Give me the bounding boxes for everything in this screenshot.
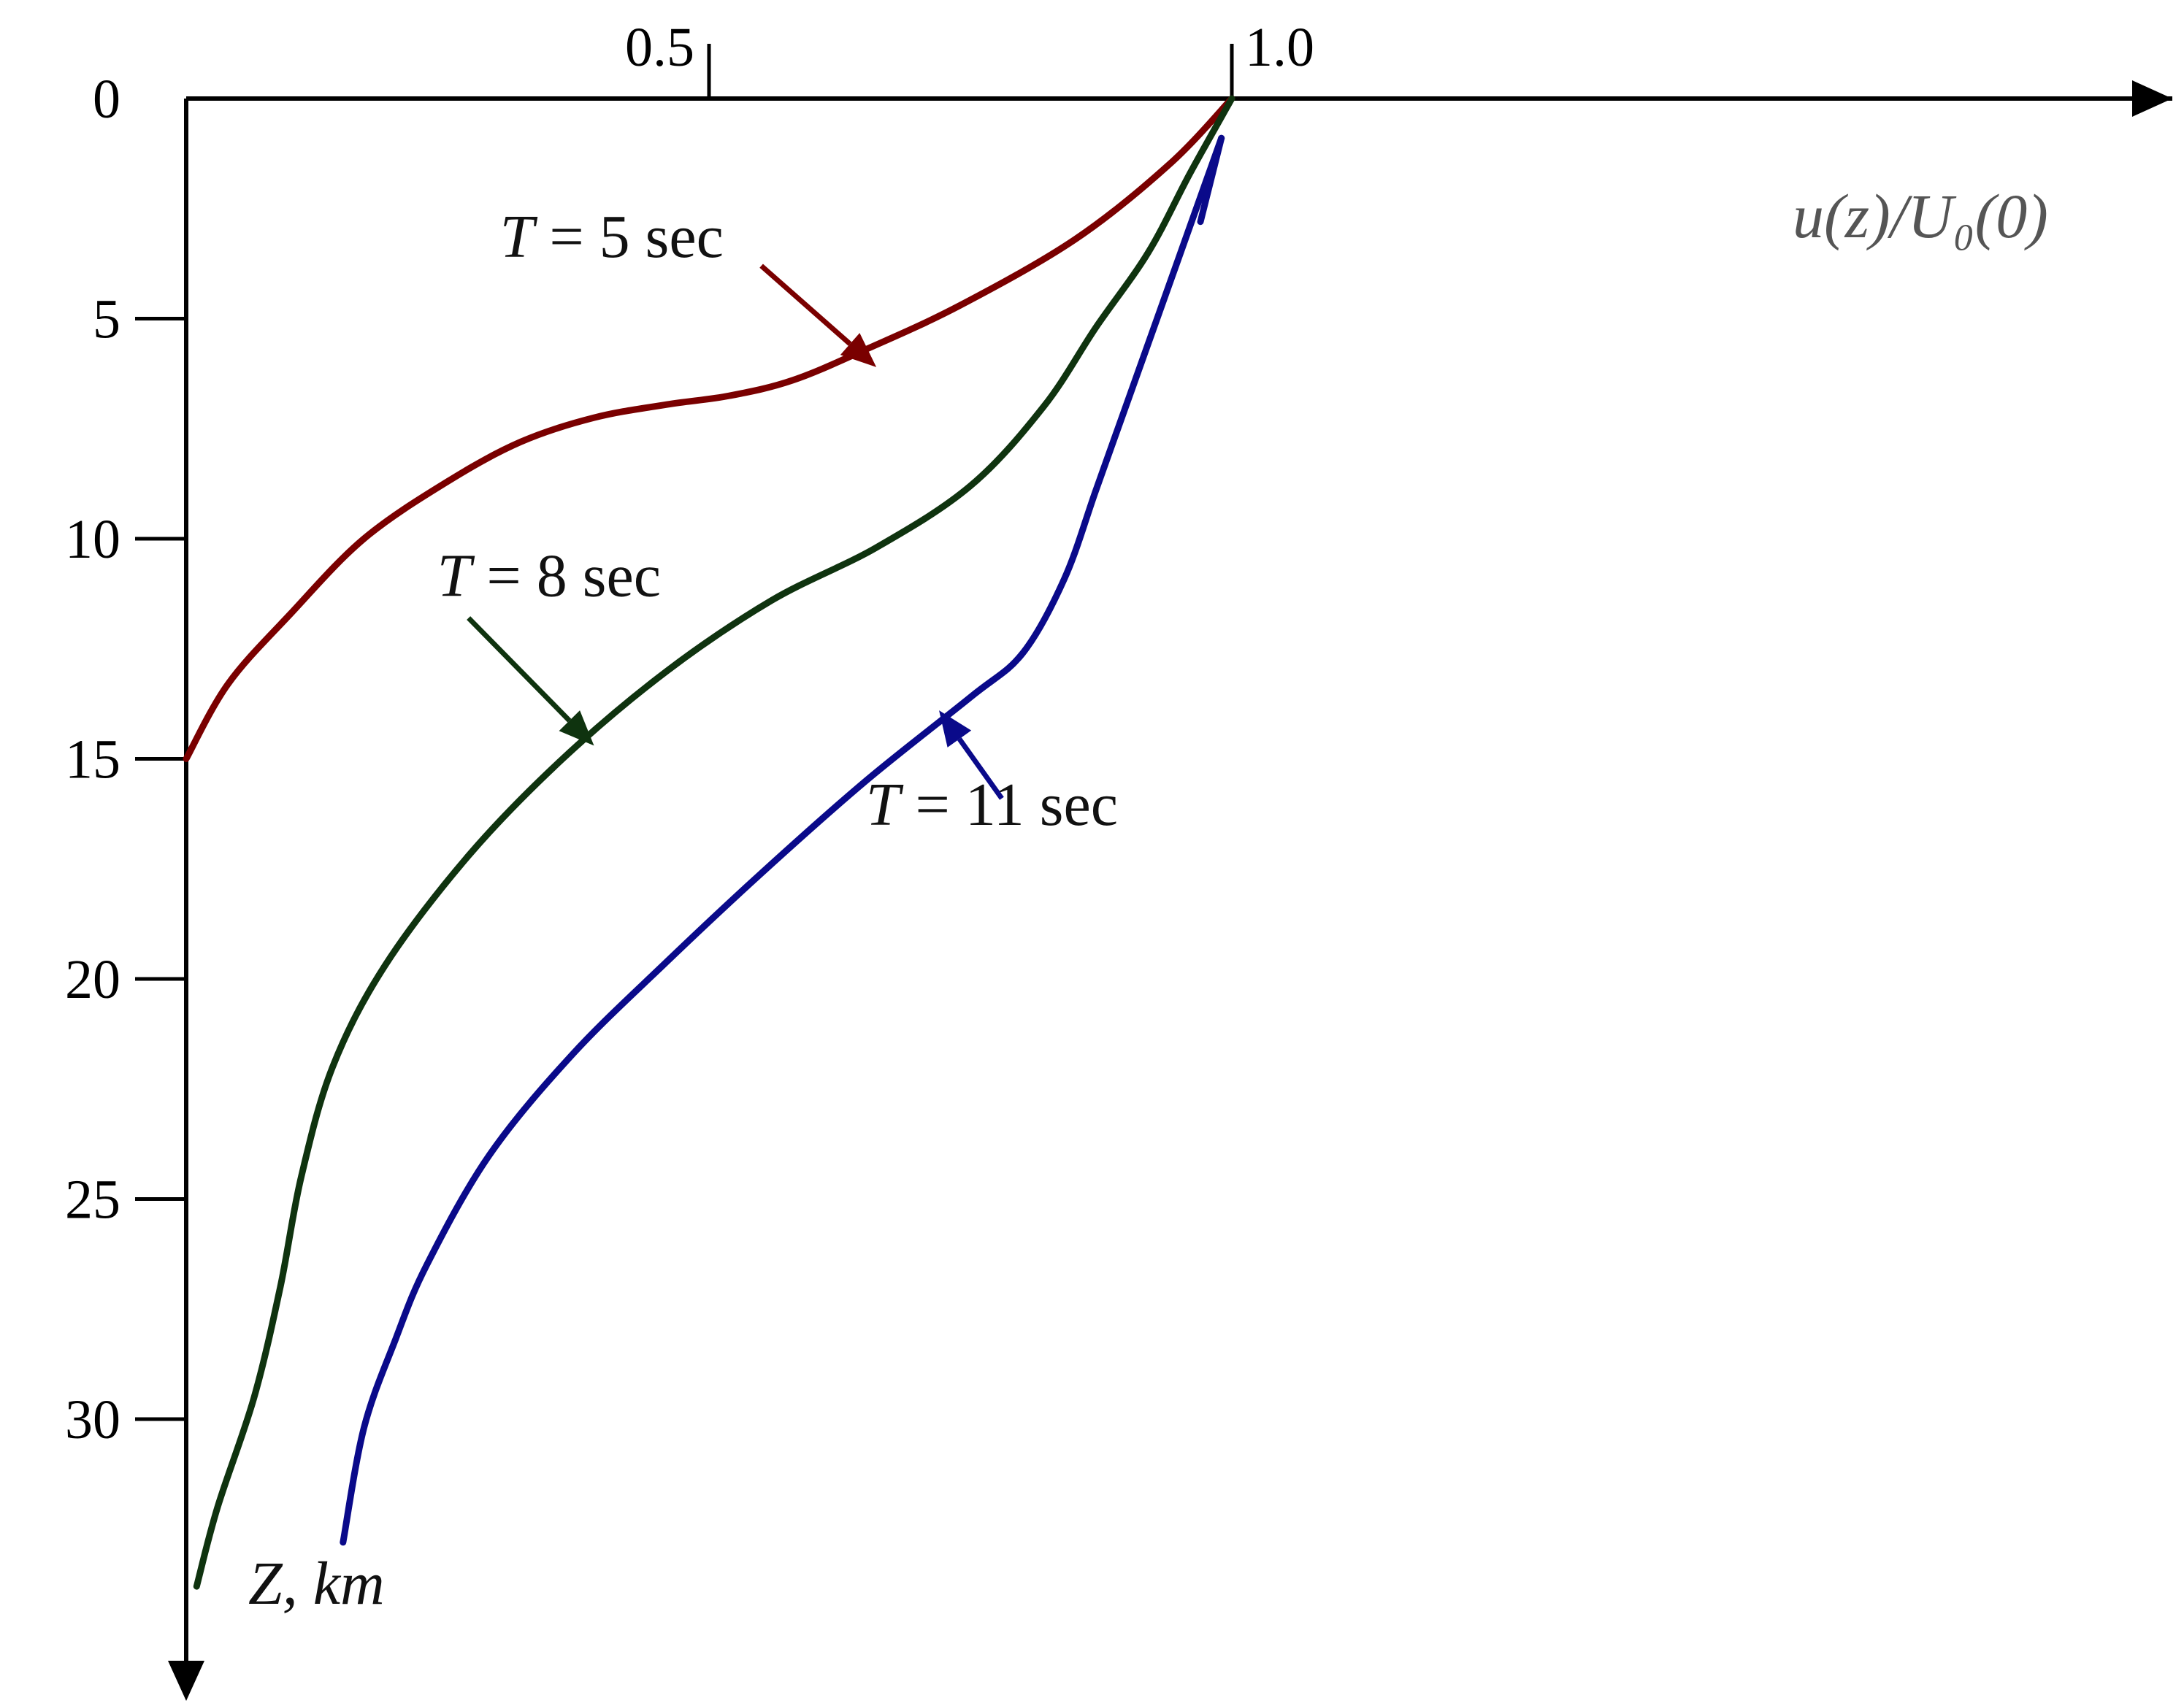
series-t11-arrow-head [939,710,972,748]
y-tick-label: 0 [93,69,120,130]
series-t8-line [193,95,1235,1590]
series-t8-arrow-line [467,616,572,723]
y-tick-label: 25 [65,1169,120,1231]
series-t5-line [183,95,1235,762]
series-t5-label-var: T [500,203,538,271]
series-t11-hook [1197,134,1225,226]
x-axis-arrowhead [2132,80,2172,117]
y-tick-label: 15 [65,729,120,791]
series-t8-arrow-head [559,710,594,746]
series-t5-label: T = 5 sec [500,203,724,271]
x-axis-title: u(z)/U₀(0) [1793,181,2048,251]
series-t11-arrow-line [957,737,1004,800]
x-tick-label: 1.0 [1245,17,1314,78]
series-t5-arrow-line [759,264,852,346]
series-t11-label-value: = 11 sec [900,771,1119,839]
y-tick-label: 10 [65,509,120,570]
series-t11-label-var: T [866,771,904,839]
y-ticks: 0 5 10 15 20 25 30 [65,69,186,1451]
series-t8-label-var: T [437,542,475,610]
x-ticks: 0.5 1.0 [625,17,1314,99]
y-axis-arrowhead [168,1661,204,1701]
series-t8-label-value: = 8 sec [471,542,661,610]
x-tick-label: 0.5 [625,17,694,78]
series-t5-arrow-head [840,333,877,367]
series-t11-label: T = 11 sec [866,771,1118,839]
series-t5-label-value: = 5 sec [534,203,724,271]
y-tick-label: 30 [65,1389,120,1451]
y-axis-title: Z, km [248,1550,385,1618]
series-t8-label: T = 8 sec [437,542,661,610]
series-group [183,95,1235,1590]
series-t11-line [340,134,1225,1546]
y-tick-label: 5 [93,289,120,350]
y-tick-label: 20 [65,949,120,1010]
axes [168,80,2172,1701]
